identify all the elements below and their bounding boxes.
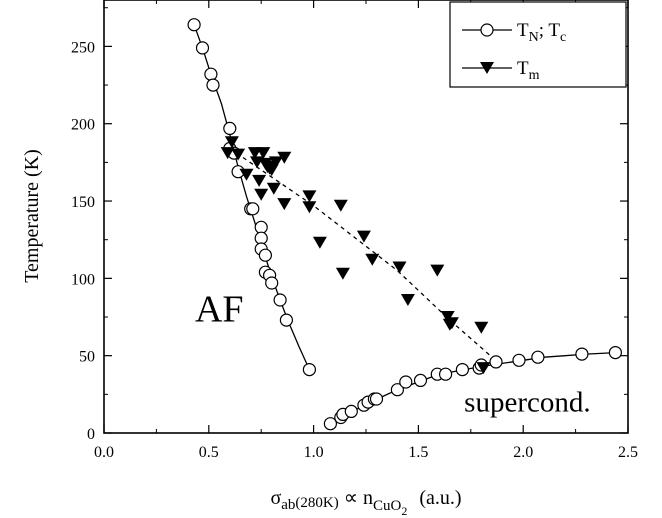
- data-point-tm: [266, 182, 281, 195]
- data-point-tm: [440, 311, 455, 323]
- region-label-af: AF: [195, 289, 244, 331]
- data-point-tm: [476, 362, 491, 375]
- data-point-tm: [256, 147, 271, 160]
- data-point-tn-tc: [279, 313, 293, 327]
- data-point-tm: [400, 294, 415, 306]
- y-axis-title: Temperature (K): [21, 149, 43, 283]
- data-point-tn-tc: [204, 67, 218, 81]
- x-tick-label: 0.0: [94, 444, 114, 461]
- x-tick-label: 2.0: [513, 444, 533, 461]
- data-point-tn-tc: [413, 373, 428, 387]
- data-point-tn-tc: [206, 78, 220, 92]
- data-point-tn-tc: [344, 404, 358, 418]
- y-tick-label: 0: [87, 426, 95, 443]
- data-point-tm: [224, 136, 239, 149]
- x-axis-title-prop: ∝ n: [339, 487, 373, 509]
- data-point-tn-tc: [608, 346, 623, 360]
- x-tick-label: 0.5: [199, 444, 219, 461]
- x-axis-title-sub-cuo: CuO: [373, 498, 402, 514]
- data-point-tm: [430, 264, 445, 277]
- data-points-layer: [187, 18, 623, 431]
- data-point-tn-tc: [399, 375, 413, 389]
- legend-label-tm: Tm: [517, 58, 540, 83]
- data-point-tm: [254, 188, 269, 201]
- y-tick-label: 150: [71, 194, 95, 211]
- x-axis-title-sigma: σ: [270, 487, 281, 509]
- data-point-tn-tc: [489, 355, 503, 369]
- data-point-tn-tc: [258, 248, 272, 262]
- x-tick-label: 2.5: [618, 444, 638, 461]
- legend-label-tn-tc: TN; Tc: [517, 20, 566, 45]
- x-tick-label: 1.5: [408, 444, 428, 461]
- data-point-tn-tc: [187, 18, 201, 32]
- data-point-tm: [277, 198, 292, 211]
- region-label-supercond: supercond.: [464, 386, 590, 418]
- data-point-tn-tc: [575, 347, 589, 361]
- y-tick-label: 50: [79, 349, 95, 366]
- data-point-tn-tc: [455, 363, 469, 377]
- x-axis-title: σab(280K) ∝ nCuO2 (a.u.): [270, 487, 461, 518]
- data-point-tn-tc: [439, 367, 453, 381]
- data-point-tn-tc: [369, 392, 384, 406]
- data-point-tn-tc: [254, 231, 268, 245]
- data-point-tm: [302, 201, 317, 214]
- y-tick-label: 100: [71, 271, 95, 288]
- data-point-tm: [239, 168, 254, 181]
- x-tick-label: 1.0: [304, 444, 324, 461]
- data-point-tn-tc: [512, 353, 526, 367]
- data-point-tn-tc: [246, 202, 260, 216]
- x-axis-title-temp: (280K): [295, 495, 338, 511]
- data-point-tm: [252, 174, 267, 187]
- x-axis-title-sub-2: 2: [401, 504, 407, 518]
- data-point-tn-tc: [323, 417, 337, 431]
- legend: TN; Tc Tm: [449, 1, 627, 88]
- legend-marker-open-circle: [480, 23, 494, 37]
- y-tick-label: 200: [71, 117, 95, 134]
- data-point-tn-tc: [273, 293, 287, 307]
- data-point-tm: [333, 199, 348, 212]
- axis-ticks: [103, 0, 629, 434]
- data-point-tm: [444, 317, 459, 330]
- data-point-tn-tc: [195, 41, 210, 55]
- data-point-tm: [312, 236, 327, 249]
- y-tick-label: 250: [71, 39, 95, 56]
- x-axis-title-sub-ab: ab: [281, 497, 295, 513]
- legend-box: [449, 1, 627, 88]
- data-point-tn-tc: [390, 383, 404, 397]
- legend-marker-filled-triangle: [480, 62, 494, 74]
- data-point-tm: [335, 267, 350, 280]
- data-point-tm: [220, 147, 235, 160]
- data-point-tm: [356, 230, 371, 243]
- data-point-tm: [277, 151, 292, 164]
- curve-dashed-2: [229, 147, 495, 360]
- data-point-tm: [302, 190, 317, 203]
- data-point-tn-tc: [223, 121, 237, 135]
- data-point-tn-tc: [302, 363, 316, 377]
- axis-labels: 0.0 0.5 1.0 1.5 2.0 2.5 0 50 100 150 200 250: [71, 39, 638, 461]
- data-point-tn-tc: [265, 276, 279, 290]
- x-axis-title-units: (a.u.): [419, 487, 461, 509]
- data-point-tm: [392, 261, 407, 274]
- data-point-tn-tc: [254, 220, 268, 234]
- data-point-tn-tc: [531, 350, 545, 364]
- data-point-tm: [268, 156, 283, 169]
- data-point-tm: [474, 321, 489, 334]
- data-point-tm: [231, 148, 246, 161]
- data-point-tm: [365, 253, 380, 266]
